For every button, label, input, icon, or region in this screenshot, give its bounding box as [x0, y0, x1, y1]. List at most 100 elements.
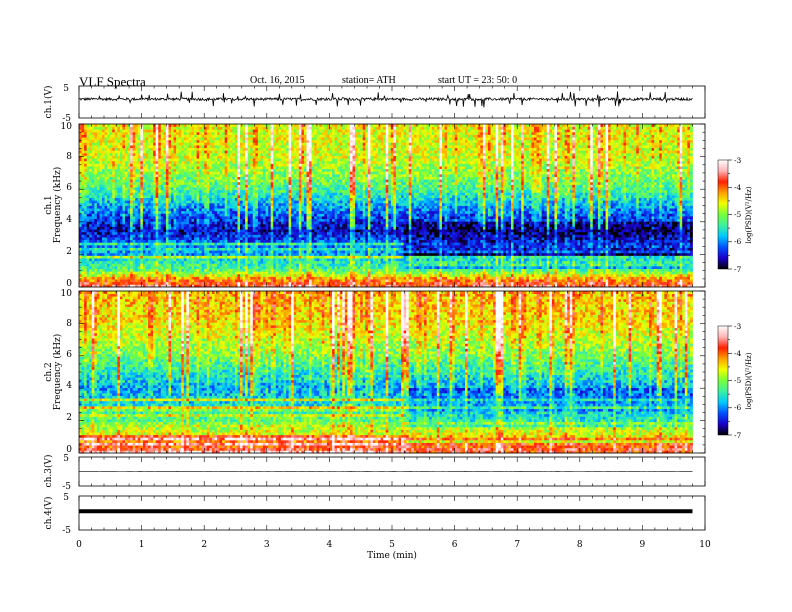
spectrogram-cell	[199, 229, 203, 233]
spectrogram-cell	[214, 226, 218, 230]
spectrogram-cell	[240, 202, 243, 206]
spectrogram-cell	[209, 152, 213, 156]
spectrogram-cell	[265, 216, 269, 220]
spectrogram-cell	[265, 145, 269, 149]
spectrogram-cell	[99, 250, 103, 254]
spectrogram-cell	[234, 260, 238, 264]
spectrogram-cell	[178, 160, 182, 164]
spectrogram-cell	[125, 237, 128, 241]
spectrogram-cell	[242, 184, 246, 188]
spectrogram-cell	[117, 247, 121, 251]
spectrogram-cell	[145, 176, 149, 180]
spectrogram-cell	[79, 129, 82, 133]
spectrogram-cell	[94, 208, 98, 212]
spectrogram-cell	[122, 192, 126, 196]
spectrogram-cell	[265, 223, 269, 227]
spectrogram-cell	[148, 210, 151, 214]
spectrogram-cell	[145, 150, 149, 154]
spectrogram-cell	[201, 176, 205, 180]
spectrogram-cell	[237, 134, 241, 138]
spectrogram-cell	[242, 221, 246, 225]
spectrogram-cell	[232, 145, 236, 149]
spectrogram-cell	[107, 171, 111, 175]
spectrogram-cell	[81, 265, 85, 269]
spectrogram-cell	[194, 231, 197, 235]
spectrogram-cell	[245, 184, 249, 188]
spectrogram-cell	[168, 218, 172, 222]
spectrogram-cell	[150, 281, 154, 285]
spectrogram-cell	[265, 252, 269, 256]
spectrogram-cell	[194, 131, 197, 135]
spectrogram-cell	[91, 231, 95, 235]
spectrogram-cell	[176, 163, 180, 167]
spectrogram-cell	[201, 166, 205, 170]
spectrogram-cell	[188, 150, 192, 154]
spectrogram-cell	[153, 239, 157, 243]
spectrogram-cell	[99, 281, 103, 285]
spectrogram-cell	[257, 181, 261, 185]
spectrogram-cell	[217, 242, 220, 246]
spectrogram-cell	[130, 202, 134, 206]
spectrogram-cell	[245, 247, 249, 251]
spectrogram-cell	[224, 168, 228, 172]
spectrogram-cell	[229, 273, 233, 277]
spectrogram-cell	[201, 279, 205, 283]
spectrogram-cell	[183, 197, 187, 201]
spectrogram-cell	[204, 202, 208, 206]
spectrogram-cell	[130, 168, 134, 172]
spectrogram-cell	[219, 194, 223, 199]
spectrogram-cell	[135, 276, 139, 280]
spectrogram-cell	[122, 255, 126, 259]
spectrogram-cell	[224, 244, 228, 248]
spectrogram-cell	[122, 166, 126, 170]
spectrogram-cell	[96, 168, 100, 172]
spectrogram-cell	[194, 239, 197, 243]
spectrogram-cell	[165, 263, 169, 267]
spectrogram-cell	[89, 242, 93, 246]
spectrogram-cell	[201, 131, 205, 135]
spectrogram-cell	[250, 223, 254, 227]
spectrogram-cell	[148, 216, 151, 220]
spectrogram-cell	[173, 221, 177, 225]
spectrogram-cell	[222, 281, 226, 285]
spectrogram-cell	[209, 279, 213, 283]
spectrogram-cell	[173, 158, 177, 162]
spectrogram-cell	[102, 271, 105, 275]
spectrogram-cell	[209, 166, 213, 170]
spectrogram-cell	[240, 218, 243, 222]
spectrogram-cell	[247, 142, 251, 146]
spectrogram-cell	[186, 171, 190, 175]
spectrogram-cell	[186, 160, 190, 164]
spectrogram-cell	[102, 234, 105, 238]
spectrogram-cell	[91, 208, 95, 212]
spectrogram-cell	[196, 145, 200, 149]
spectrogram-cell	[214, 284, 218, 288]
spectrogram-cell	[91, 129, 95, 133]
spectrogram-cell	[145, 126, 149, 130]
spectrogram-cell	[99, 223, 103, 227]
spectrogram-cell	[255, 218, 259, 222]
spectrogram-cell	[260, 166, 264, 170]
spectrogram-cell	[191, 263, 195, 267]
spectrogram-cell	[263, 218, 266, 222]
spectrogram-cell	[168, 163, 172, 167]
spectrogram-cell	[171, 265, 174, 269]
spectrogram-cell	[96, 126, 100, 130]
spectrogram-cell	[242, 237, 246, 241]
spectrogram-cell	[89, 158, 93, 162]
spectrogram-cell	[150, 173, 154, 177]
spectrogram-cell	[183, 173, 187, 177]
spectrogram-cell	[135, 189, 139, 193]
spectrogram-cell	[229, 126, 233, 130]
spectrogram-cell	[145, 216, 149, 220]
spectrogram-cell	[155, 250, 159, 254]
spectrogram-cell	[245, 239, 249, 243]
spectrogram-cell	[245, 124, 249, 128]
spectrogram-cell	[158, 173, 162, 177]
spectrogram-cell	[214, 139, 218, 143]
spectrogram-cell	[247, 281, 251, 285]
spectrogram-cell	[99, 176, 103, 180]
spectrogram-cell	[107, 255, 111, 259]
spectrogram-cell	[273, 263, 277, 267]
spectrogram-cell	[176, 213, 180, 217]
